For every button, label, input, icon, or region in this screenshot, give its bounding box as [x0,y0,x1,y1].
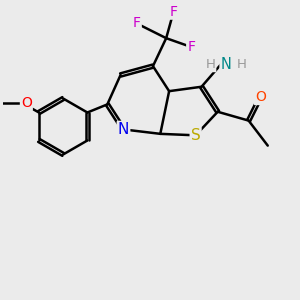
Text: F: F [133,16,141,31]
Text: H: H [206,58,215,71]
Text: F: F [187,40,195,54]
Text: O: O [21,96,32,110]
Text: S: S [191,128,200,143]
Text: O: O [255,90,266,104]
Text: H: H [237,58,247,71]
Text: F: F [169,5,178,19]
Text: N: N [118,122,129,137]
Text: N: N [220,57,231,72]
